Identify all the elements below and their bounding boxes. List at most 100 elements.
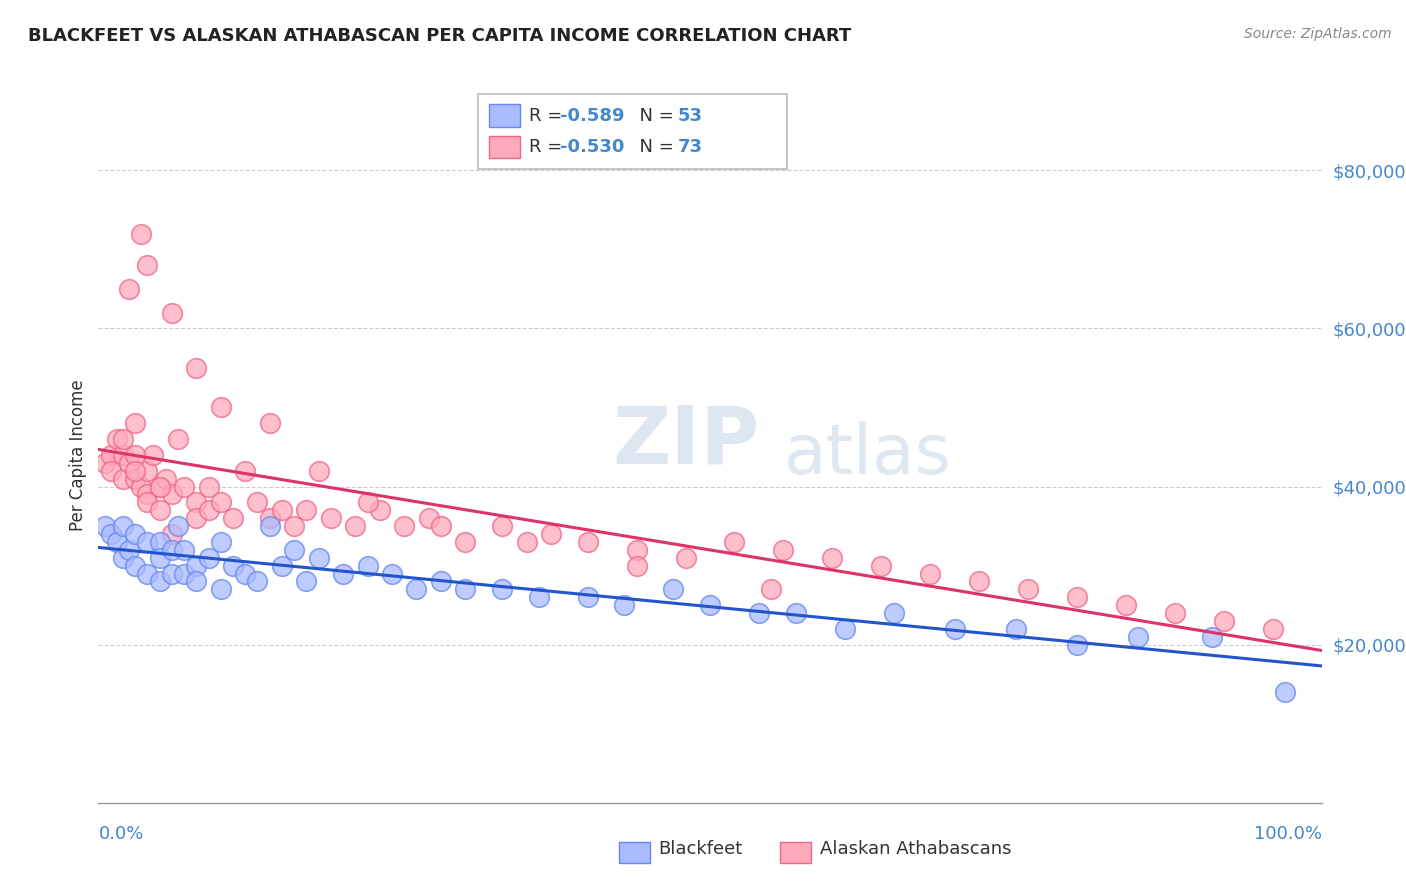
Point	[160, 542, 183, 557]
Point	[1164, 606, 1187, 620]
Point	[173, 479, 195, 493]
Point	[124, 558, 146, 573]
Point	[124, 448, 146, 462]
Point	[136, 464, 159, 478]
Point	[430, 574, 453, 589]
Point	[209, 495, 232, 509]
Point	[142, 448, 165, 462]
Point	[1066, 638, 1088, 652]
Point	[356, 558, 378, 573]
Text: N =: N =	[628, 107, 681, 125]
Point	[186, 511, 208, 525]
Point	[943, 622, 966, 636]
Point	[613, 598, 636, 612]
Point	[160, 527, 183, 541]
Point	[105, 432, 128, 446]
Point	[1066, 591, 1088, 605]
Point	[111, 472, 134, 486]
Point	[209, 535, 232, 549]
Point	[209, 582, 232, 597]
Point	[259, 519, 281, 533]
Point	[124, 527, 146, 541]
Point	[222, 511, 245, 525]
Point	[761, 582, 783, 597]
Point	[186, 574, 208, 589]
Point	[283, 519, 305, 533]
Text: -0.589: -0.589	[560, 107, 624, 125]
Point	[197, 503, 219, 517]
Point	[160, 566, 183, 581]
Point	[100, 464, 122, 478]
Point	[675, 550, 697, 565]
Text: ZIP: ZIP	[612, 402, 759, 480]
Point	[344, 519, 367, 533]
Point	[515, 535, 537, 549]
Point	[308, 464, 330, 478]
Point	[160, 487, 183, 501]
Point	[111, 448, 134, 462]
Y-axis label: Per Capita Income: Per Capita Income	[69, 379, 87, 531]
Point	[129, 479, 152, 493]
Point	[124, 464, 146, 478]
Point	[197, 550, 219, 565]
Point	[1201, 630, 1223, 644]
Point	[167, 432, 190, 446]
Text: R =: R =	[529, 107, 568, 125]
Text: atlas: atlas	[783, 421, 952, 489]
Point	[149, 535, 172, 549]
Point	[1274, 685, 1296, 699]
Point	[870, 558, 893, 573]
Point	[283, 542, 305, 557]
Point	[124, 417, 146, 431]
Point	[883, 606, 905, 620]
Point	[129, 227, 152, 241]
Point	[491, 582, 513, 597]
Point	[186, 558, 208, 573]
Point	[270, 503, 294, 517]
Point	[233, 464, 256, 478]
Point	[167, 519, 190, 533]
Point	[118, 456, 141, 470]
Text: R =: R =	[529, 138, 568, 156]
Point	[136, 566, 159, 581]
Point	[540, 527, 562, 541]
Point	[662, 582, 685, 597]
Point	[319, 511, 342, 525]
Point	[149, 550, 172, 565]
Point	[392, 519, 416, 533]
Point	[381, 566, 404, 581]
Point	[124, 472, 146, 486]
Point	[173, 542, 195, 557]
Point	[295, 503, 318, 517]
Point	[920, 566, 942, 581]
Point	[308, 550, 330, 565]
Point	[576, 591, 599, 605]
Point	[136, 487, 159, 501]
Point	[136, 495, 159, 509]
Point	[418, 511, 440, 525]
Point	[246, 574, 269, 589]
Text: Source: ZipAtlas.com: Source: ZipAtlas.com	[1244, 27, 1392, 41]
Point	[209, 401, 232, 415]
Text: Blackfeet: Blackfeet	[658, 840, 742, 858]
Text: 53: 53	[678, 107, 703, 125]
Point	[699, 598, 721, 612]
Point	[173, 566, 195, 581]
Point	[105, 535, 128, 549]
Point	[186, 361, 208, 376]
Point	[785, 606, 807, 620]
Point	[405, 582, 427, 597]
Text: 73: 73	[678, 138, 703, 156]
Point	[149, 479, 172, 493]
Text: 100.0%: 100.0%	[1254, 825, 1322, 843]
Point	[118, 542, 141, 557]
Point	[1017, 582, 1039, 597]
Point	[332, 566, 354, 581]
Point	[100, 527, 122, 541]
Point	[576, 535, 599, 549]
Point	[723, 535, 745, 549]
Point	[821, 550, 844, 565]
Point	[149, 503, 172, 517]
Point	[136, 535, 159, 549]
Point	[186, 495, 208, 509]
